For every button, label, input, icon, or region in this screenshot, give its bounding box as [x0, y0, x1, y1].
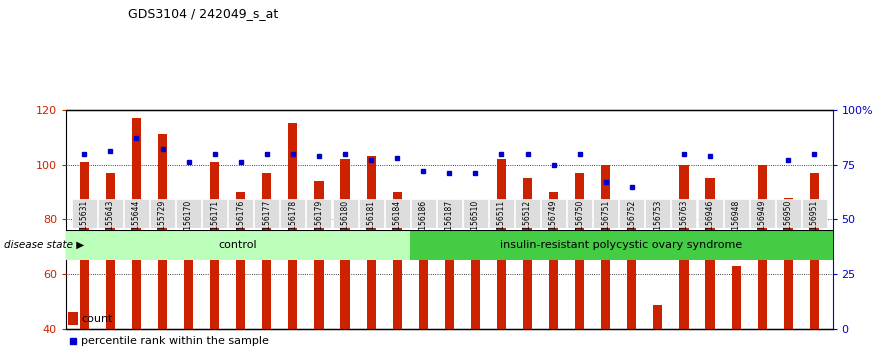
Text: GSM156749: GSM156749 [549, 200, 558, 246]
Text: GSM156753: GSM156753 [654, 200, 663, 246]
Bar [731, 266, 741, 329]
Bar [523, 178, 532, 329]
Text: GSM156949: GSM156949 [758, 200, 766, 246]
Text: GSM156177: GSM156177 [263, 200, 271, 246]
Bar [315, 181, 323, 329]
FancyBboxPatch shape [72, 199, 97, 228]
Text: GSM156948: GSM156948 [731, 200, 741, 246]
Bar [706, 178, 714, 329]
Bar [106, 173, 115, 329]
FancyBboxPatch shape [750, 199, 774, 228]
Text: GSM156187: GSM156187 [445, 200, 454, 246]
Bar [132, 118, 141, 329]
FancyBboxPatch shape [515, 199, 540, 228]
Text: GSM156186: GSM156186 [418, 200, 428, 246]
FancyBboxPatch shape [411, 199, 436, 228]
Text: GSM155729: GSM155729 [158, 200, 167, 246]
FancyBboxPatch shape [646, 199, 670, 228]
Text: GSM156751: GSM156751 [601, 200, 611, 246]
Text: percentile rank within the sample: percentile rank within the sample [81, 336, 270, 346]
Text: GSM156510: GSM156510 [470, 200, 480, 246]
Text: GSM156750: GSM156750 [575, 200, 584, 246]
Bar [627, 211, 636, 329]
Text: GSM156512: GSM156512 [523, 200, 532, 246]
FancyBboxPatch shape [385, 199, 410, 228]
Text: GSM156179: GSM156179 [315, 200, 323, 246]
Bar [236, 192, 245, 329]
FancyBboxPatch shape [150, 199, 175, 228]
Text: GSM156184: GSM156184 [393, 200, 402, 246]
Text: disease state ▶: disease state ▶ [4, 240, 85, 250]
Text: GSM156180: GSM156180 [341, 200, 350, 246]
Bar [340, 159, 350, 329]
FancyBboxPatch shape [802, 199, 826, 228]
Bar [601, 165, 611, 329]
Bar [66, 230, 410, 260]
Bar [549, 192, 559, 329]
FancyBboxPatch shape [567, 199, 592, 228]
FancyBboxPatch shape [359, 199, 383, 228]
Bar [418, 239, 428, 329]
Bar [679, 165, 689, 329]
Text: GSM156511: GSM156511 [497, 200, 506, 246]
Text: GSM156170: GSM156170 [184, 200, 193, 246]
Bar [654, 304, 663, 329]
FancyBboxPatch shape [698, 199, 722, 228]
Bar [366, 156, 375, 329]
FancyBboxPatch shape [437, 199, 462, 228]
Bar [784, 198, 793, 329]
Text: GSM156181: GSM156181 [366, 200, 375, 246]
FancyBboxPatch shape [124, 199, 149, 228]
FancyBboxPatch shape [593, 199, 618, 228]
Text: GSM156178: GSM156178 [288, 200, 298, 246]
Bar [497, 159, 506, 329]
Text: GSM156946: GSM156946 [706, 200, 714, 246]
FancyBboxPatch shape [176, 199, 201, 228]
Bar [80, 162, 89, 329]
Text: GSM156176: GSM156176 [236, 200, 245, 246]
Text: GSM156171: GSM156171 [211, 200, 219, 246]
FancyBboxPatch shape [307, 199, 331, 228]
FancyBboxPatch shape [619, 199, 644, 228]
Text: GSM156951: GSM156951 [810, 200, 818, 246]
Bar [184, 244, 193, 329]
Bar [210, 162, 219, 329]
Text: GSM155643: GSM155643 [106, 200, 115, 246]
FancyBboxPatch shape [723, 199, 749, 228]
Bar [470, 247, 480, 329]
FancyBboxPatch shape [98, 199, 123, 228]
Bar [158, 135, 167, 329]
FancyBboxPatch shape [463, 199, 488, 228]
Text: GSM156763: GSM156763 [679, 200, 688, 246]
FancyBboxPatch shape [202, 199, 227, 228]
Text: GSM156752: GSM156752 [627, 200, 636, 246]
Bar [575, 173, 584, 329]
FancyBboxPatch shape [541, 199, 566, 228]
FancyBboxPatch shape [671, 199, 697, 228]
Bar [810, 173, 818, 329]
FancyBboxPatch shape [255, 199, 279, 228]
Text: count: count [81, 314, 113, 324]
FancyBboxPatch shape [228, 199, 253, 228]
Bar [393, 192, 402, 329]
Text: GSM155631: GSM155631 [80, 200, 89, 246]
Bar [758, 165, 766, 329]
Bar [445, 247, 454, 329]
FancyBboxPatch shape [332, 199, 358, 228]
Text: control: control [218, 240, 257, 250]
Bar [288, 124, 298, 329]
Text: GSM155644: GSM155644 [132, 200, 141, 246]
Text: insulin-resistant polycystic ovary syndrome: insulin-resistant polycystic ovary syndr… [500, 240, 742, 250]
Text: GDS3104 / 242049_s_at: GDS3104 / 242049_s_at [128, 7, 278, 20]
FancyBboxPatch shape [775, 199, 801, 228]
FancyBboxPatch shape [280, 199, 306, 228]
FancyBboxPatch shape [489, 199, 514, 228]
Bar [263, 173, 271, 329]
Bar [69, 312, 78, 325]
Bar [410, 230, 833, 260]
Text: GSM156950: GSM156950 [784, 200, 793, 246]
